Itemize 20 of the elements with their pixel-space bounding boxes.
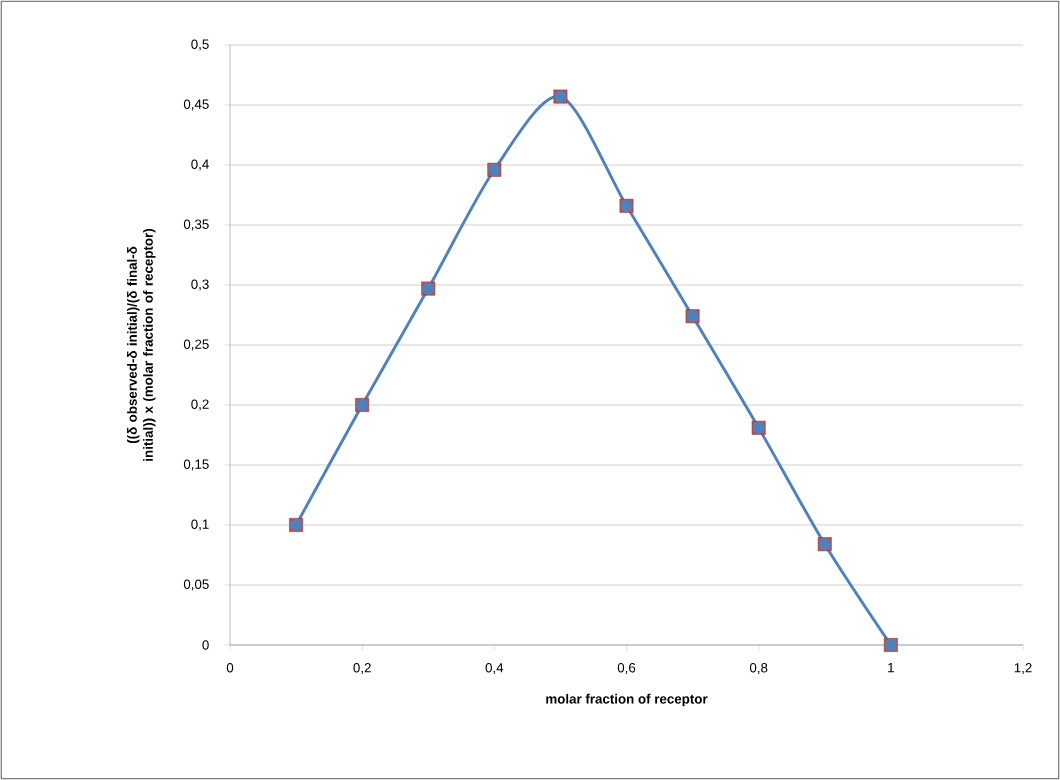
y-tick-label: 0,1 [191,519,209,531]
x-tick-label: 0,4 [485,663,504,675]
y-tick-label: 0,4 [191,159,209,171]
x-axis-title: molar fraction of receptor [546,693,708,707]
y-tick-label: 0,3 [191,279,209,291]
x-tick-label: 0,6 [617,663,636,675]
y-tick-label: 0,45 [183,99,209,111]
y-tick-label: 0,15 [183,459,209,471]
x-tick-label: 0,8 [749,663,768,675]
x-tick-label: 1 [888,663,894,673]
y-tick-label: 0 [202,640,209,650]
y-tick-label: 0,5 [191,39,209,51]
y-tick-label: 0,05 [183,579,209,591]
x-tick-label: 0,2 [353,663,371,675]
x-tick-label: 1,2 [1014,663,1032,675]
y-tick-label: 0,2 [191,399,209,411]
x-tick-label: 0 [226,663,234,673]
y-tick-label: 0,35 [183,219,209,231]
y-axis-title: ((δ observed-δ initial)/(δ final-δ initial)) x (molar fraction of receptor) [127,228,156,461]
y-tick-label: 0,25 [183,339,209,351]
